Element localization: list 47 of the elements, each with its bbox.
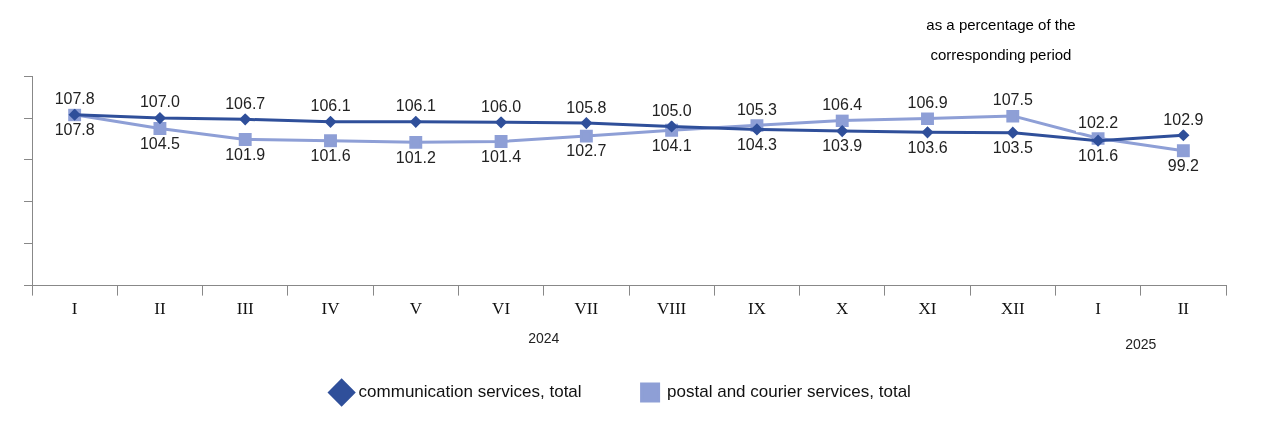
x-tick-label: IX [747, 299, 766, 319]
legend-label: postal and courier services, total [667, 382, 911, 402]
data-label: 104.3 [736, 135, 778, 153]
data-label: 106.7 [225, 94, 266, 112]
text: 2025 [1125, 335, 1157, 352]
data-label: 102.9 [1163, 110, 1204, 128]
data-label: 106.1 [310, 97, 351, 115]
x-tick-label: II [154, 299, 166, 319]
x-tick-label: VI [492, 299, 511, 319]
data-label: 104.5 [139, 134, 181, 152]
data-label: 105.3 [736, 100, 778, 118]
data-label: 101.6 [310, 147, 351, 165]
data-label: 107.0 [139, 93, 181, 111]
data-label: 102.2 [1078, 113, 1119, 131]
data-label: 101.9 [225, 145, 266, 163]
data-label: 101.4 [481, 147, 522, 165]
data-label: 107.8 [54, 90, 95, 108]
chart-title: as a percentage of the corresponding period [925, 15, 1077, 65]
data-label: 101.2 [395, 148, 436, 166]
x-tick-label: II [1177, 299, 1190, 319]
x-tick-label: X [836, 299, 849, 319]
data-label: 103.6 [907, 138, 948, 156]
data-label: 105.0 [651, 101, 692, 119]
x-tick-label: III [236, 299, 255, 319]
data-label: 103.5 [992, 139, 1033, 157]
x-tick-label: VIII [657, 299, 687, 319]
x-tick-label: IV [321, 299, 341, 319]
text: 2024 [528, 329, 560, 346]
data-label: 101.6 [1078, 147, 1119, 165]
data-label: 103.9 [822, 137, 863, 155]
data-label: 102.7 [566, 142, 607, 160]
x-tick-label: I [71, 299, 78, 319]
data-label: 106.0 [481, 97, 522, 115]
x-tick-label: I [1095, 299, 1102, 319]
data-label: 107.8 [54, 121, 95, 139]
data-label: 99.2 [1167, 157, 1200, 175]
data-label: 105.8 [566, 98, 607, 116]
x-tick-label: VII [574, 299, 599, 319]
data-label: 106.1 [395, 97, 436, 115]
data-label: 106.9 [907, 93, 948, 111]
data-label: 106.4 [822, 96, 863, 113]
legend-label: communication services, total [358, 382, 582, 402]
data-label: 107.5 [992, 91, 1033, 109]
x-tick-label: V [409, 299, 423, 319]
x-tick-label: XII [1000, 299, 1025, 319]
data-label: 104.1 [651, 136, 692, 154]
x-tick-label: XI [918, 299, 937, 319]
